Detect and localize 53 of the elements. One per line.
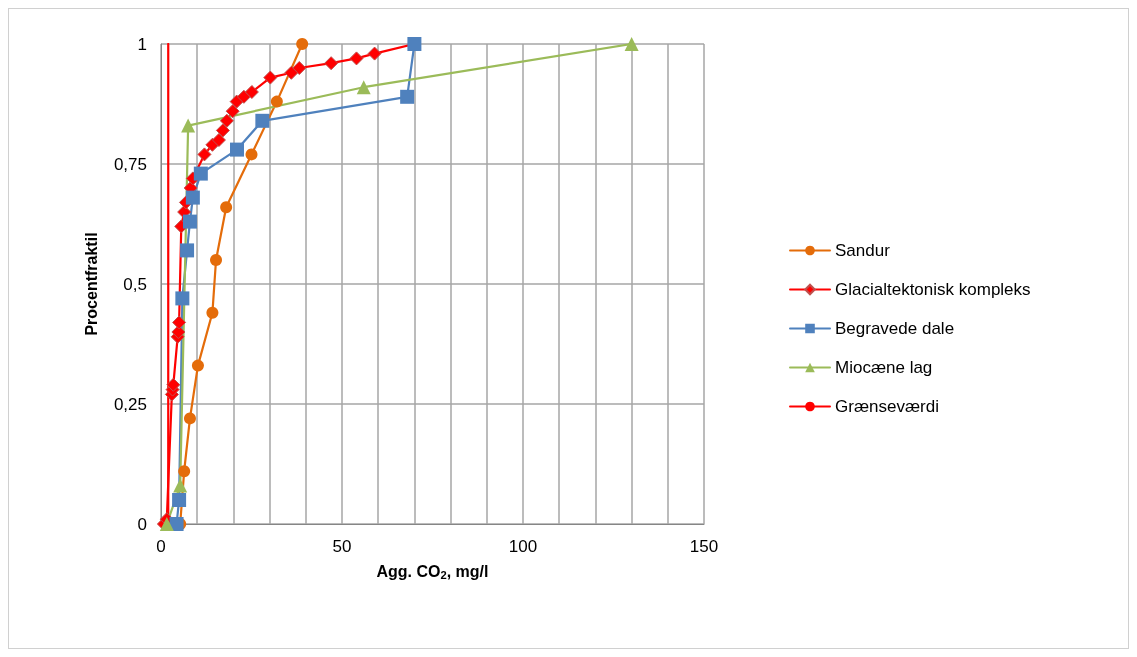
x-tick-label: 150 — [689, 537, 719, 556]
point — [175, 291, 190, 306]
x-tick-label: 100 — [508, 537, 538, 556]
y-tick-label: 0 — [137, 514, 147, 534]
point — [219, 113, 234, 128]
point — [356, 80, 371, 95]
point — [270, 95, 283, 108]
point — [215, 123, 230, 138]
point — [210, 254, 223, 266]
point — [197, 147, 212, 162]
legend-label: Sandur — [835, 241, 891, 260]
point — [182, 214, 197, 229]
point — [236, 89, 251, 104]
point — [367, 46, 382, 61]
point — [172, 493, 187, 507]
point — [191, 359, 204, 372]
point — [193, 166, 208, 181]
point — [178, 465, 191, 478]
legend-label: Begravede dale — [835, 319, 955, 338]
point — [206, 306, 219, 319]
point — [230, 142, 245, 157]
point — [624, 37, 639, 51]
point — [172, 315, 187, 330]
point — [166, 377, 181, 392]
point — [244, 85, 259, 99]
point — [292, 61, 307, 75]
point — [225, 104, 240, 119]
x-tick-label: 50 — [332, 537, 352, 556]
legend-label: Glacialtektonisk kompleks — [835, 280, 1031, 299]
x-tick-label: 0 — [156, 537, 166, 556]
point — [180, 243, 195, 258]
point — [245, 148, 258, 161]
point — [181, 118, 196, 133]
point — [324, 56, 339, 71]
point — [220, 201, 233, 214]
point — [185, 190, 200, 205]
legend-label: Miocæne lag — [835, 358, 933, 377]
y-tick-label: 1 — [137, 34, 147, 54]
point — [183, 412, 196, 425]
point — [296, 38, 309, 50]
point — [400, 89, 415, 104]
point — [169, 517, 184, 531]
point — [173, 478, 188, 493]
y-axis-title: Procentfraktil — [82, 232, 100, 336]
point — [349, 51, 364, 66]
y-tick-label: 0,25 — [113, 394, 147, 414]
point — [263, 70, 278, 85]
point — [211, 133, 226, 147]
point — [255, 113, 270, 128]
legend-label: Grænseværdi — [835, 397, 939, 416]
y-tick-label: 0,75 — [113, 154, 147, 174]
point — [171, 325, 186, 339]
y-tick-label: 0,5 — [123, 274, 147, 294]
